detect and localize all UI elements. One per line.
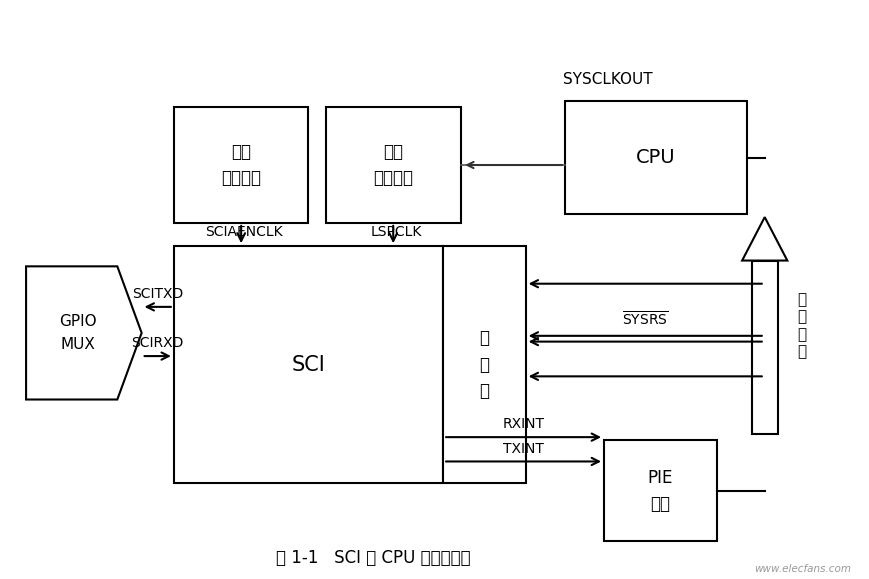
Text: $\overline{\mathsf{SYSRS}}$: $\overline{\mathsf{SYSRS}}$ bbox=[622, 310, 668, 329]
Polygon shape bbox=[26, 266, 142, 400]
Text: 外
设
总
线: 外 设 总 线 bbox=[798, 292, 807, 360]
Text: 低通
预分频器: 低通 预分频器 bbox=[373, 143, 414, 187]
Text: CPU: CPU bbox=[636, 148, 676, 167]
Text: TXINT: TXINT bbox=[503, 442, 544, 456]
Text: www.elecfans.com: www.elecfans.com bbox=[754, 565, 852, 574]
Text: LSPCLK: LSPCLK bbox=[370, 225, 421, 239]
Text: SCIAENCLK: SCIAENCLK bbox=[205, 225, 282, 239]
Text: SCIRXD: SCIRXD bbox=[131, 336, 184, 350]
Text: 寄
存
器: 寄 存 器 bbox=[480, 329, 489, 400]
Text: 图 1-1   SCI 与 CPU 之间的接口: 图 1-1 SCI 与 CPU 之间的接口 bbox=[276, 549, 471, 567]
Bar bbox=[326, 107, 461, 223]
Text: PIE
模块: PIE 模块 bbox=[647, 468, 673, 513]
Text: RXINT: RXINT bbox=[502, 417, 545, 431]
Text: SCITXD: SCITXD bbox=[132, 287, 183, 301]
Bar bbox=[565, 101, 747, 214]
Text: GPIO
MUX: GPIO MUX bbox=[59, 314, 96, 351]
Bar bbox=[604, 440, 717, 541]
Bar bbox=[174, 107, 308, 223]
Bar bbox=[174, 246, 443, 483]
Bar bbox=[752, 261, 778, 434]
Text: 系统
控制模块: 系统 控制模块 bbox=[221, 143, 262, 187]
Polygon shape bbox=[742, 217, 787, 261]
Bar bbox=[443, 246, 526, 483]
Text: SYSCLKOUT: SYSCLKOUT bbox=[563, 72, 653, 87]
Text: SCI: SCI bbox=[292, 355, 325, 375]
